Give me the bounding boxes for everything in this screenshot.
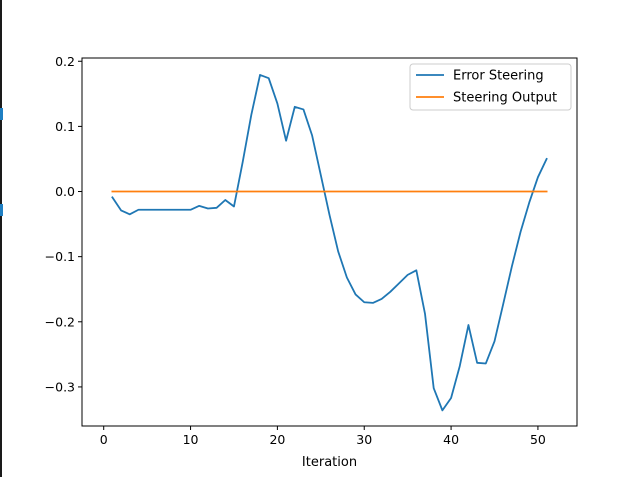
series-line-error-steering	[111, 74, 548, 412]
series-layer	[111, 74, 548, 412]
y-tick-label: −0.3	[45, 379, 75, 394]
y-tick-label: 0.0	[55, 184, 75, 199]
legend-label-steering-output: Steering Output	[453, 91, 557, 106]
window-edge	[0, 0, 2, 477]
x-tick-label: 10	[183, 432, 199, 447]
window-edge-marker	[0, 204, 3, 216]
y-tick-label: −0.1	[45, 249, 75, 264]
legend-label-error-steering: Error Steering	[453, 69, 544, 84]
y-tick-label: 0.2	[55, 54, 75, 69]
x-tick-label: 0	[100, 432, 108, 447]
x-tick-label: 40	[443, 432, 459, 447]
legend: Error Steering Steering Output	[409, 63, 572, 111]
legend-box	[409, 63, 572, 111]
x-tick-label: 50	[530, 432, 546, 447]
x-tick-label: 30	[356, 432, 372, 447]
x-tick-label: 20	[269, 432, 285, 447]
y-tick-label: −0.2	[45, 314, 75, 329]
tick-layer: 0 10 20 30 40 50 −0.3 −0.2 −0.1 0.0 0.1 0.2	[45, 54, 546, 447]
x-axis-label: Iteration	[302, 455, 357, 470]
window-edge-marker	[0, 108, 3, 120]
y-tick-label: 0.1	[55, 119, 75, 134]
plot-frame	[81, 57, 578, 427]
